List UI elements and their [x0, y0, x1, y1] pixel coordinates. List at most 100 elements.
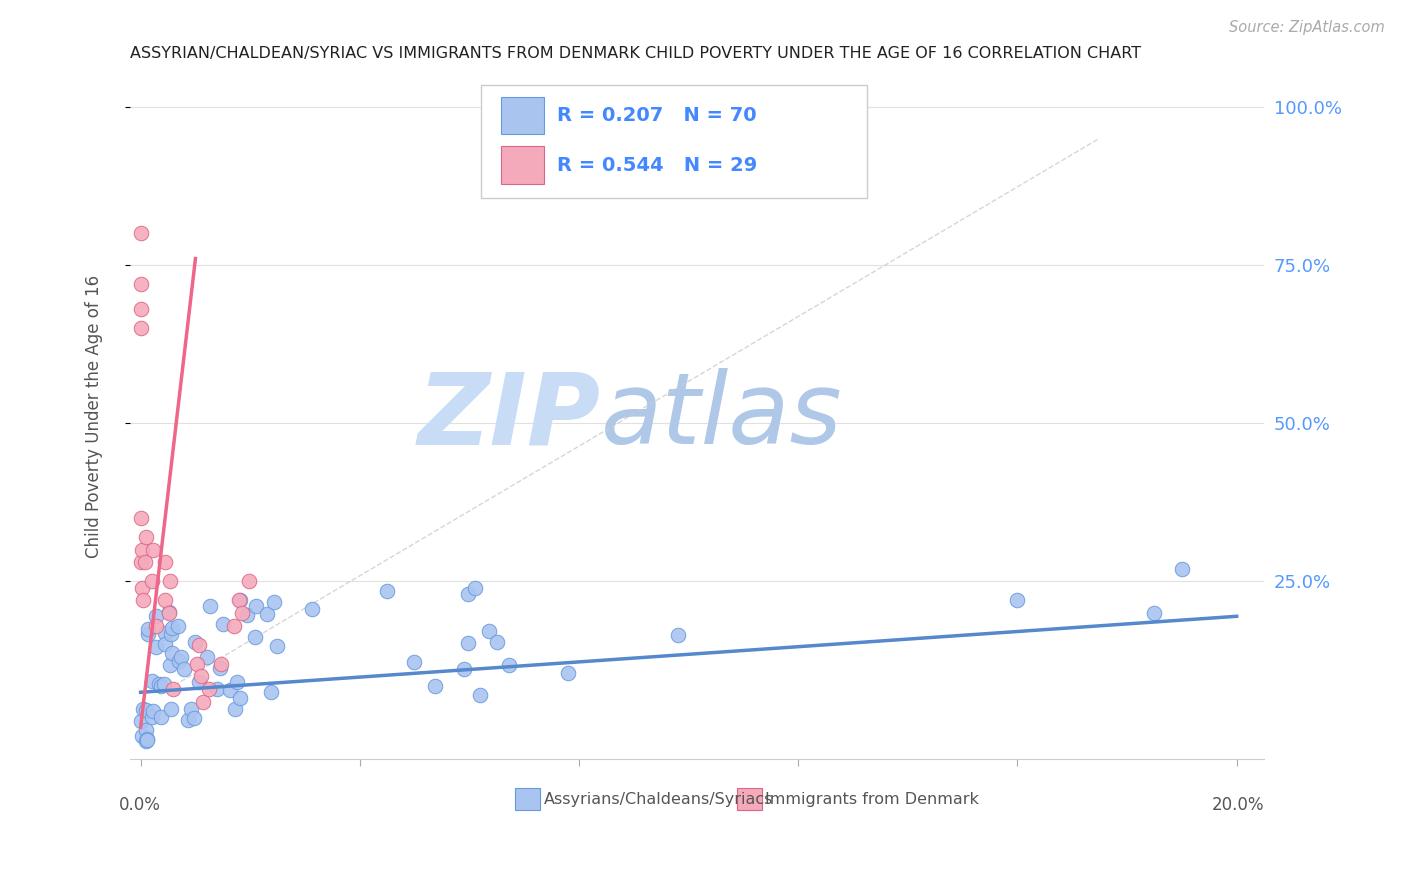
Point	[1171, 562, 1194, 576]
Text: Immigrants from Denmark: Immigrants from Denmark	[765, 791, 979, 806]
Bar	[501, 146, 544, 184]
Point	[457, 587, 479, 601]
Point	[131, 581, 153, 595]
Text: R = 0.207   N = 70: R = 0.207 N = 70	[557, 106, 756, 125]
Point	[457, 636, 479, 650]
Point	[153, 593, 176, 607]
Point	[131, 556, 153, 570]
Point	[228, 593, 250, 607]
Point	[470, 688, 492, 702]
Point	[425, 679, 447, 693]
Text: ZIP: ZIP	[418, 368, 600, 466]
Point	[238, 574, 260, 589]
Point	[226, 674, 249, 689]
Point	[166, 619, 188, 633]
Point	[557, 665, 579, 680]
Point	[375, 584, 398, 599]
Text: 20.0%: 20.0%	[1212, 797, 1264, 814]
Point	[402, 655, 425, 669]
Point	[129, 321, 152, 335]
Point	[224, 619, 246, 633]
Point	[169, 654, 191, 668]
Point	[170, 650, 193, 665]
Point	[198, 682, 221, 697]
Point	[159, 574, 181, 589]
Point	[145, 609, 167, 624]
Point	[135, 723, 157, 738]
Point	[135, 530, 157, 544]
Point	[485, 634, 508, 648]
Point	[198, 599, 221, 613]
Point	[157, 606, 180, 620]
Y-axis label: Child Poverty Under the Age of 16: Child Poverty Under the Age of 16	[86, 276, 103, 558]
Point	[188, 675, 211, 690]
Point	[173, 662, 195, 676]
Point	[153, 677, 176, 691]
Point	[228, 690, 250, 705]
Point	[160, 627, 183, 641]
Point	[157, 605, 180, 619]
Point	[193, 695, 215, 709]
Point	[195, 649, 218, 664]
Text: ASSYRIAN/CHALDEAN/SYRIAC VS IMMIGRANTS FROM DENMARK CHILD POVERTY UNDER THE AGE : ASSYRIAN/CHALDEAN/SYRIAC VS IMMIGRANTS F…	[129, 46, 1140, 62]
Point	[129, 226, 152, 240]
Point	[136, 732, 159, 747]
Point	[141, 574, 163, 589]
Point	[260, 684, 283, 698]
Point	[131, 702, 153, 716]
Point	[136, 732, 159, 747]
Point	[142, 542, 165, 557]
Point	[129, 511, 152, 525]
Point	[141, 673, 163, 688]
Point	[131, 593, 153, 607]
Point	[477, 624, 499, 638]
Point	[266, 640, 288, 654]
Point	[190, 669, 212, 683]
Point	[1143, 606, 1166, 620]
Point	[160, 646, 183, 660]
Text: Assyrians/Chaldeans/Syriacs: Assyrians/Chaldeans/Syriacs	[544, 791, 773, 806]
Point	[205, 681, 228, 696]
Point	[177, 713, 200, 727]
Point	[136, 627, 159, 641]
Point	[263, 595, 285, 609]
Point	[148, 676, 170, 690]
Point	[666, 628, 689, 642]
Point	[131, 542, 153, 557]
Point	[453, 662, 475, 676]
Point	[135, 734, 157, 748]
Text: R = 0.544   N = 29: R = 0.544 N = 29	[557, 156, 758, 175]
Text: Source: ZipAtlas.com: Source: ZipAtlas.com	[1229, 20, 1385, 35]
Point	[150, 679, 173, 693]
Bar	[501, 96, 544, 134]
Point	[155, 556, 177, 570]
Point	[159, 657, 181, 672]
Point	[131, 729, 153, 743]
Point	[301, 602, 323, 616]
Point	[142, 704, 165, 718]
Point	[231, 606, 253, 620]
Point	[256, 607, 278, 621]
Point	[228, 593, 250, 607]
Point	[224, 702, 246, 716]
Point	[212, 616, 235, 631]
Text: atlas: atlas	[600, 368, 842, 466]
Point	[209, 657, 232, 671]
Point	[183, 634, 205, 648]
Point	[236, 608, 259, 623]
Point	[243, 630, 266, 644]
Point	[180, 702, 202, 716]
Point	[129, 302, 152, 317]
Point	[245, 599, 267, 614]
Point	[186, 657, 208, 671]
Point	[153, 637, 176, 651]
Point	[498, 658, 520, 673]
Point	[160, 621, 183, 635]
Bar	[516, 789, 540, 810]
Point	[145, 619, 167, 633]
Point	[208, 661, 231, 675]
Point	[149, 710, 172, 724]
Point	[464, 581, 486, 595]
Point	[219, 683, 242, 698]
Point	[135, 703, 157, 717]
